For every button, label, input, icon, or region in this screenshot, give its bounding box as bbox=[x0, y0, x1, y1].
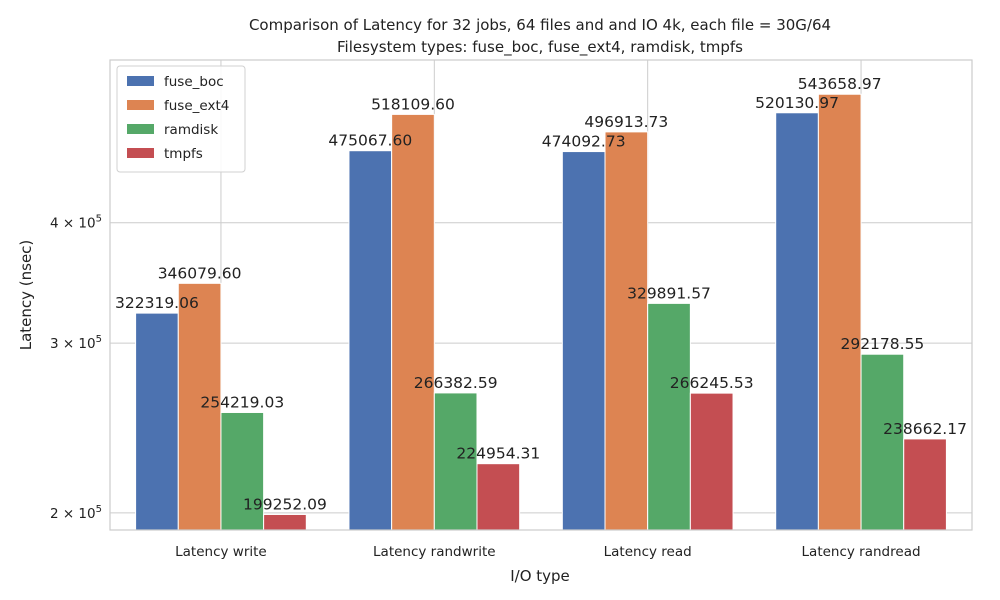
legend-label: ramdisk bbox=[164, 122, 218, 138]
bar-ramdisk bbox=[433, 392, 478, 531]
data-label: 543658.97 bbox=[798, 75, 882, 93]
data-label: 475067.60 bbox=[328, 132, 412, 150]
bars bbox=[135, 93, 947, 531]
legend-swatch bbox=[127, 100, 154, 110]
data-label: 346079.60 bbox=[158, 264, 242, 282]
bar-ramdisk bbox=[647, 302, 691, 531]
legend-label: fuse_ext4 bbox=[164, 98, 229, 114]
bar-tmpfs bbox=[476, 463, 521, 531]
data-label: 224954.31 bbox=[456, 445, 540, 463]
legend-swatch bbox=[127, 148, 154, 158]
x-tick-label: Latency read bbox=[604, 544, 692, 560]
data-labels: 322319.06 475067.60 474092.73 520130.97 3460… bbox=[115, 75, 967, 513]
data-label: 474092.73 bbox=[542, 133, 626, 151]
bar-ramdisk bbox=[860, 353, 905, 531]
bar-fuse_boc bbox=[561, 151, 606, 531]
legend-box bbox=[116, 65, 246, 173]
y-tick-label: 3 × 105 bbox=[50, 334, 102, 352]
data-label: 518109.60 bbox=[371, 95, 455, 113]
legend-label: fuse_boc bbox=[164, 74, 224, 90]
legend-swatch bbox=[127, 124, 154, 134]
data-label: 266245.53 bbox=[670, 374, 754, 392]
data-label: 254219.03 bbox=[200, 393, 284, 411]
bar-tmpfs bbox=[263, 513, 307, 531]
x-tick-label: Latency randread bbox=[802, 544, 921, 560]
bar-tmpfs bbox=[903, 438, 947, 531]
legend-swatch bbox=[127, 76, 154, 86]
data-label: 292178.55 bbox=[840, 335, 924, 353]
y-tick-label: 2 × 105 bbox=[50, 504, 102, 522]
bar-ramdisk bbox=[220, 411, 265, 531]
data-label: 266382.59 bbox=[414, 374, 498, 392]
x-axis-label: I/O type bbox=[510, 567, 570, 585]
bar-fuse_boc bbox=[775, 112, 819, 531]
bar-fuse_ext4 bbox=[604, 131, 649, 531]
plot-frame bbox=[109, 59, 973, 531]
y-tick-label: 4 × 105 bbox=[50, 214, 102, 232]
y-axis-label: Latency (nsec) bbox=[17, 240, 35, 351]
chart-subtitle: Filesystem types: fuse_boc, fuse_ext4, r… bbox=[337, 38, 743, 57]
x-tick-label: Latency randwrite bbox=[373, 544, 496, 560]
data-label: 238662.17 bbox=[883, 420, 967, 438]
data-label: 496913.73 bbox=[584, 113, 668, 131]
bar-fuse_ext4 bbox=[817, 93, 862, 531]
bar-fuse_ext4 bbox=[391, 113, 435, 531]
data-label: 322319.06 bbox=[115, 294, 199, 312]
legend-label: tmpfs bbox=[164, 146, 203, 162]
bar-tmpfs bbox=[689, 392, 734, 531]
data-label: 199252.09 bbox=[243, 495, 327, 513]
axis-ticks: Latency write Latency randwrite Latency re… bbox=[50, 214, 921, 560]
data-label: 329891.57 bbox=[627, 284, 711, 302]
x-tick-label: Latency write bbox=[175, 544, 267, 560]
data-label: 520130.97 bbox=[755, 94, 839, 112]
bar-fuse_boc bbox=[348, 150, 393, 531]
chart-title: Comparison of Latency for 32 jobs, 64 fi… bbox=[249, 16, 831, 34]
bar-fuse_boc bbox=[135, 312, 179, 531]
